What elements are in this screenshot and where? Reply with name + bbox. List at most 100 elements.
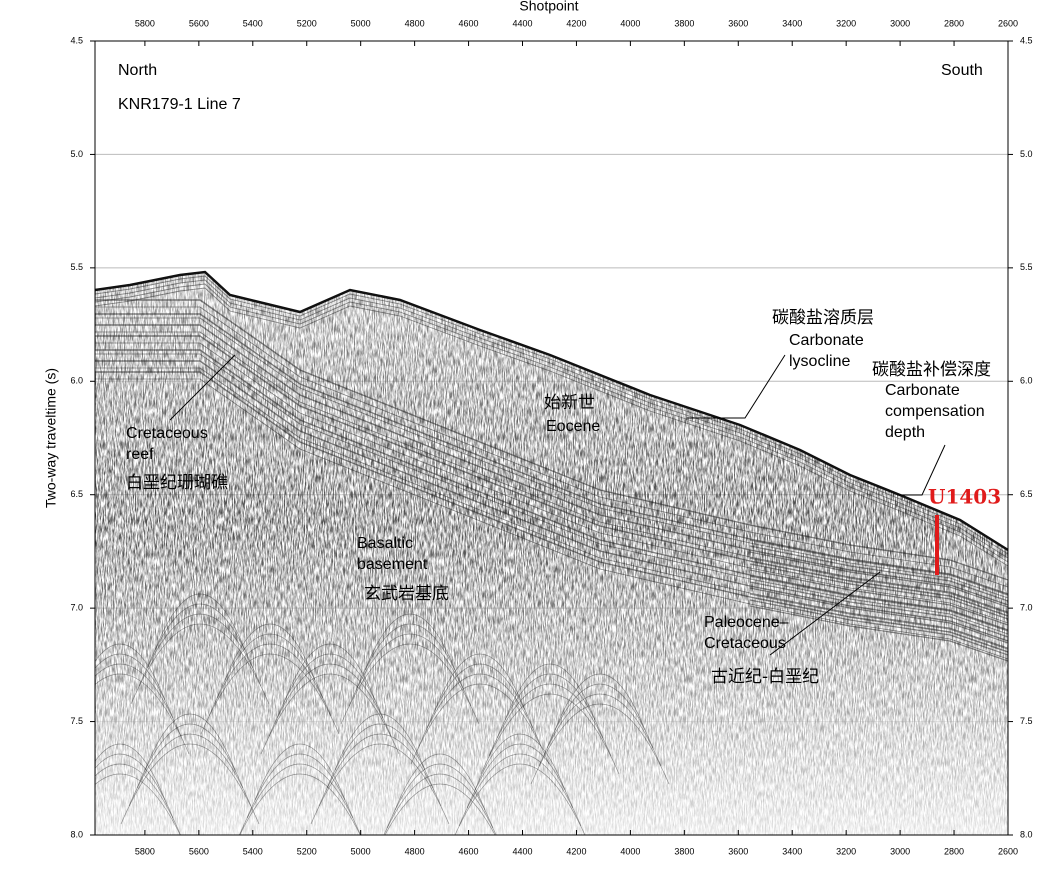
x-tick-label: 3000	[890, 846, 910, 856]
diffraction	[276, 653, 384, 719]
x-tick-label: 3200	[836, 846, 856, 856]
x-tick-label: 4400	[512, 846, 532, 856]
x-tick-label: 5800	[135, 846, 155, 856]
reflector	[749, 575, 1008, 632]
y-axis-title: Two-way traveltime (s)	[43, 368, 59, 508]
reflector	[749, 587, 1008, 644]
diffraction	[530, 703, 670, 785]
y-tick-label: 8.0	[70, 829, 83, 839]
x-tick-label: 5400	[243, 846, 263, 856]
y-tick-label: 5.5	[70, 262, 83, 272]
x-tick-label: 4000	[620, 18, 640, 28]
x-tick-label: 5200	[297, 846, 317, 856]
diffraction	[474, 733, 566, 791]
reflector	[95, 349, 1008, 631]
annotation: Carbonate	[789, 332, 864, 349]
diffraction	[386, 763, 494, 829]
x-tick-label: 3600	[728, 18, 748, 28]
diffraction	[120, 743, 260, 825]
x-tick-label: 3800	[674, 18, 694, 28]
diffraction	[128, 733, 252, 807]
diffraction	[95, 663, 182, 737]
reflector	[749, 599, 1008, 656]
x-tick-label: 3400	[782, 846, 802, 856]
diffraction	[95, 763, 182, 835]
y-tick-label: 7.5	[1020, 716, 1033, 726]
y-tick-label: 6.5	[70, 489, 83, 499]
annotation: basement	[357, 556, 428, 573]
x-tick-label: 5600	[189, 846, 209, 856]
diffraction	[426, 663, 534, 729]
reflector	[95, 275, 1008, 555]
y-tick-label: 5.0	[1020, 149, 1033, 159]
annotation: depth	[885, 424, 925, 441]
x-tick-label: 3800	[674, 846, 694, 856]
reflector	[95, 331, 1008, 613]
diffraction	[238, 763, 362, 835]
seismic-section	[95, 272, 1008, 835]
y-tick-label: 5.5	[1020, 262, 1033, 272]
reflector	[749, 545, 1008, 602]
reflector	[749, 605, 1008, 662]
diffraction	[410, 683, 550, 765]
y-tick-label: 6.5	[1020, 489, 1033, 499]
x-tick-label: 4800	[405, 18, 425, 28]
reflector	[95, 367, 1008, 649]
annotation: Paleocene–	[704, 614, 789, 631]
annotation: Cretaceous	[126, 425, 208, 442]
reflector	[95, 279, 1008, 559]
diffraction	[334, 713, 426, 771]
diffraction	[95, 773, 190, 835]
reflector	[95, 306, 1008, 588]
diffraction	[224, 623, 316, 681]
diffraction	[480, 693, 620, 775]
y-tick-label: 8.0	[1020, 829, 1033, 839]
annotation: 碳酸盐溶质层	[772, 308, 874, 328]
y-tick-label: 5.0	[70, 149, 83, 159]
diffraction	[260, 673, 400, 755]
annotation: 碳酸盐补偿深度	[872, 360, 991, 380]
diffraction	[326, 723, 434, 789]
reflector	[95, 287, 1008, 567]
annotation: KNR179-1 Line 7	[118, 96, 241, 113]
annotation: Basaltic	[357, 535, 413, 552]
plot-frame	[94, 40, 1009, 836]
x-tick-label: 5000	[351, 18, 371, 28]
annotation: North	[118, 62, 157, 79]
diffraction	[370, 783, 510, 835]
y-tick-label: 4.5	[70, 35, 83, 45]
x-tick-label: 3600	[728, 846, 748, 856]
x-tick-label: 4600	[459, 846, 479, 856]
diffraction	[246, 753, 354, 819]
reflector	[95, 353, 1008, 635]
annotation: lysocline	[789, 353, 850, 370]
x-tick-label: 4200	[566, 846, 586, 856]
diffraction	[144, 713, 236, 771]
x-tick-label: 2600	[998, 18, 1018, 28]
x-tick-label: 5800	[135, 18, 155, 28]
x-tick-label: 3000	[890, 18, 910, 28]
reflector	[95, 324, 1008, 606]
diffraction	[136, 723, 244, 789]
y-tick-label: 4.5	[1020, 35, 1033, 45]
x-tick-label: 4800	[405, 846, 425, 856]
diffraction	[200, 653, 340, 735]
diffraction	[284, 643, 376, 701]
diffraction	[356, 623, 464, 689]
annotation: Cretaceous	[704, 635, 786, 652]
x-tick-label: 2800	[944, 846, 964, 856]
diffraction	[254, 743, 346, 801]
diffraction	[95, 743, 166, 801]
x-tick-label: 4000	[620, 846, 640, 856]
reflector	[95, 283, 1008, 563]
x-tick-label: 4600	[459, 18, 479, 28]
diffraction	[340, 643, 480, 725]
diffraction	[458, 753, 582, 827]
reflector	[749, 593, 1008, 650]
diffraction	[318, 733, 442, 807]
diffraction	[488, 683, 612, 757]
reflector	[95, 360, 1008, 642]
leader-lines	[169, 354, 946, 656]
diffraction	[95, 673, 190, 755]
diffraction	[216, 633, 324, 699]
